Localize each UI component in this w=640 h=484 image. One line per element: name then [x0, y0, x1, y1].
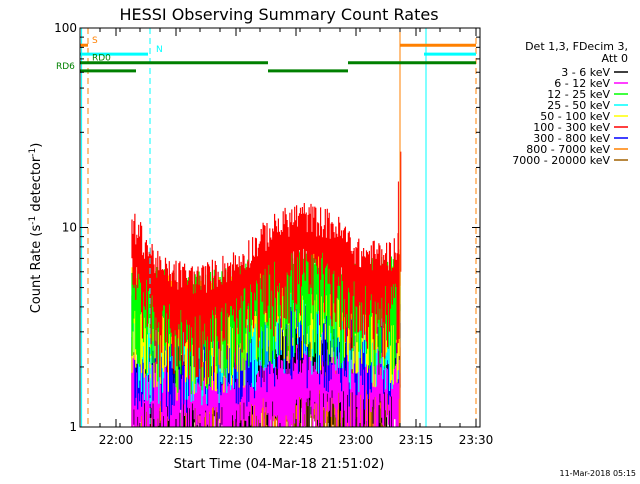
y-axis-label-mid: detector [29, 156, 44, 216]
flag-label: RD0 [92, 54, 111, 64]
legend-entry: 100 - 300 keV [533, 121, 628, 134]
y-axis-label-sup1: -1 [28, 216, 38, 225]
axes: 22:00 22:15 22:30 22:45 23:00 23:15 23:30 1 10 10… [54, 21, 493, 447]
y-axis-label-sup2: -1 [28, 148, 38, 157]
flag-label: S [92, 36, 98, 46]
legend-entry-label: 50 - 100 keV [540, 110, 610, 123]
x-tick-label: 23:00 [339, 433, 374, 447]
legend-entry-label: 6 - 12 keV [554, 77, 610, 90]
legend-entry-label: 100 - 300 keV [533, 121, 610, 134]
x-tick-label: 22:30 [219, 433, 254, 447]
y-axis-label-main: Count Rate (s [29, 225, 44, 314]
legend-entry-label: 7000 - 20000 keV [512, 154, 610, 167]
flare-spike [397, 151, 402, 272]
y-axis-label: Count Rate (s-1 detector-1) [28, 143, 44, 314]
data-traces [131, 151, 402, 427]
flag-bars: S N RD0 RD6 [56, 36, 476, 73]
legend-entry-label: 25 - 50 keV [547, 99, 610, 112]
y-tick-label: 1 [69, 420, 77, 434]
y-tick-label: 10 [62, 221, 77, 235]
legend-entry-label: 800 - 7000 keV [526, 143, 610, 156]
series-100-300-kev-trace [131, 203, 401, 387]
legend-entry: 25 - 50 keV [547, 99, 628, 112]
flag-s: S [80, 36, 476, 47]
y-axis-label-end: ) [29, 143, 44, 148]
x-tick-label: 22:15 [159, 433, 194, 447]
x-tick-label: 22:45 [279, 433, 314, 447]
y-tick-label: 100 [54, 21, 77, 35]
legend-entry: 7000 - 20000 keV [512, 154, 628, 167]
legend-entry: 6 - 12 keV [554, 77, 628, 90]
legend-header-line: Det 1,3, FDecim 3, [525, 40, 628, 53]
legend-entry: 3 - 6 keV [561, 66, 628, 79]
x-tick-label: 23:30 [459, 433, 494, 447]
x-tick-label: 22:00 [99, 433, 134, 447]
legend-entry-label: 3 - 6 keV [561, 66, 610, 79]
legend-entry: 800 - 7000 keV [526, 143, 628, 156]
flag-label: RD6 [56, 62, 75, 72]
chart-title: HESSI Observing Summary Count Rates [119, 5, 438, 24]
x-tick-label: 23:15 [399, 433, 434, 447]
flag-rd0: RD0 [80, 54, 476, 65]
flag-label: N [156, 45, 163, 55]
flag-n: N [80, 45, 476, 56]
flag-rd6: RD6 [56, 62, 348, 73]
x-axis-label: Start Time (04-Mar-18 21:51:02) [174, 457, 385, 472]
legend-entry-label: 12 - 25 keV [547, 88, 610, 101]
legend-entry: 300 - 800 keV [533, 132, 628, 145]
legend-header-line: Att 0 [602, 52, 628, 65]
legend-entry: 12 - 25 keV [547, 88, 628, 101]
footer-timestamp: 11-Mar-2018 05:15 [560, 469, 637, 478]
legend-entry: 50 - 100 keV [540, 110, 628, 123]
legend-entry-label: 300 - 800 keV [533, 132, 610, 145]
series-trace-path [131, 203, 401, 387]
